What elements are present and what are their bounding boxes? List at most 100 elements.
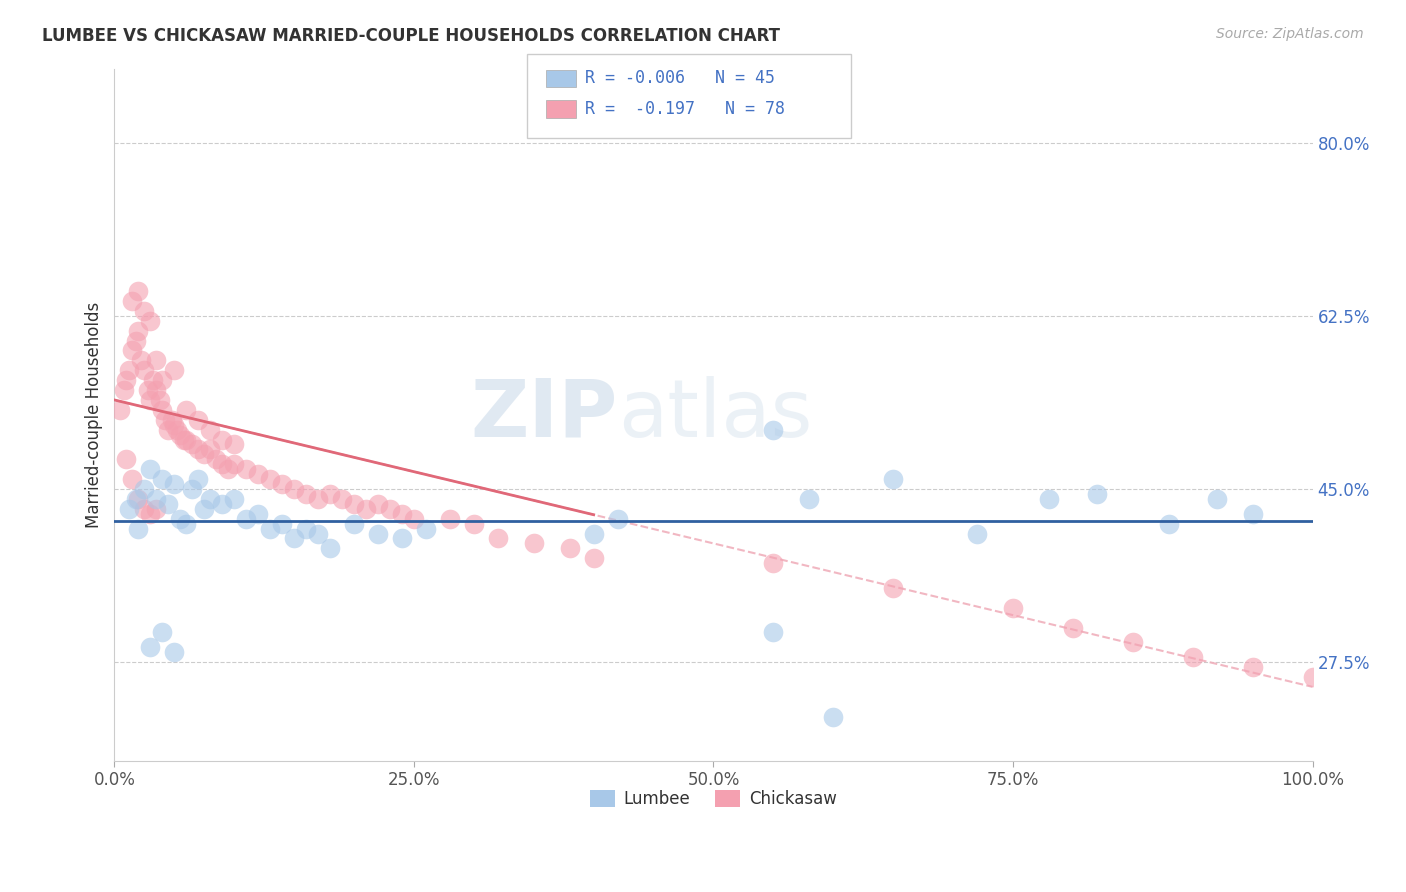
Point — [139, 462, 162, 476]
Point — [1205, 491, 1227, 506]
Point — [193, 501, 215, 516]
Point — [762, 625, 785, 640]
Point — [187, 413, 209, 427]
Point — [247, 507, 270, 521]
Point — [211, 457, 233, 471]
Point — [486, 532, 509, 546]
Point — [606, 511, 628, 525]
Point — [176, 433, 198, 447]
Legend: Lumbee, Chickasaw: Lumbee, Chickasaw — [583, 783, 844, 815]
Point — [157, 497, 180, 511]
Point — [966, 526, 988, 541]
Point — [163, 477, 186, 491]
Point — [415, 522, 437, 536]
Point — [1038, 491, 1060, 506]
Point — [176, 402, 198, 417]
Point — [205, 452, 228, 467]
Text: Source: ZipAtlas.com: Source: ZipAtlas.com — [1216, 27, 1364, 41]
Point — [402, 511, 425, 525]
Point — [125, 334, 148, 348]
Point — [150, 625, 173, 640]
Point — [558, 541, 581, 556]
Point — [115, 373, 138, 387]
Text: atlas: atlas — [617, 376, 813, 454]
Point — [224, 457, 246, 471]
Point — [176, 516, 198, 531]
Point — [882, 472, 904, 486]
Text: R =  -0.197   N = 78: R = -0.197 N = 78 — [585, 100, 785, 118]
Point — [134, 482, 156, 496]
Point — [523, 536, 546, 550]
Point — [173, 433, 195, 447]
Point — [181, 482, 204, 496]
Point — [235, 511, 257, 525]
Point — [110, 402, 132, 417]
Point — [166, 423, 188, 437]
Point — [118, 501, 141, 516]
Point — [1241, 660, 1264, 674]
Point — [139, 314, 162, 328]
Point — [139, 640, 162, 655]
Point — [762, 556, 785, 570]
Point — [307, 526, 329, 541]
Point — [127, 284, 149, 298]
Point — [367, 497, 389, 511]
Point — [145, 353, 167, 368]
Point — [145, 501, 167, 516]
Point — [367, 526, 389, 541]
Point — [121, 472, 143, 486]
Point — [1085, 487, 1108, 501]
Point — [463, 516, 485, 531]
Point — [200, 491, 222, 506]
Point — [134, 501, 156, 516]
Point — [193, 447, 215, 461]
Point — [139, 392, 162, 407]
Point — [295, 522, 318, 536]
Point — [200, 423, 222, 437]
Point — [217, 462, 239, 476]
Point — [283, 532, 305, 546]
Point — [118, 363, 141, 377]
Text: LUMBEE VS CHICKASAW MARRIED-COUPLE HOUSEHOLDS CORRELATION CHART: LUMBEE VS CHICKASAW MARRIED-COUPLE HOUSE… — [42, 27, 780, 45]
Point — [1157, 516, 1180, 531]
Point — [211, 433, 233, 447]
Point — [319, 487, 342, 501]
Point — [142, 373, 165, 387]
Point — [259, 522, 281, 536]
Point — [439, 511, 461, 525]
Point — [125, 491, 148, 506]
Point — [187, 472, 209, 486]
Point — [224, 491, 246, 506]
Point — [271, 516, 294, 531]
Point — [145, 383, 167, 397]
Point — [149, 392, 172, 407]
Point — [271, 477, 294, 491]
Point — [1122, 635, 1144, 649]
Point — [259, 472, 281, 486]
Point — [330, 491, 353, 506]
Point — [295, 487, 318, 501]
Point — [799, 491, 821, 506]
Point — [150, 472, 173, 486]
Point — [224, 437, 246, 451]
Point — [153, 413, 176, 427]
Text: ZIP: ZIP — [471, 376, 617, 454]
Point — [181, 437, 204, 451]
Point — [1302, 670, 1324, 684]
Text: R = -0.006   N = 45: R = -0.006 N = 45 — [585, 70, 775, 87]
Point — [200, 442, 222, 457]
Point — [121, 293, 143, 308]
Point — [139, 507, 162, 521]
Point — [169, 511, 191, 525]
Point — [115, 452, 138, 467]
Point — [1181, 650, 1204, 665]
Point — [187, 442, 209, 457]
Point — [163, 417, 186, 432]
Point — [1062, 620, 1084, 634]
Point — [121, 343, 143, 358]
Point — [882, 581, 904, 595]
Point — [157, 423, 180, 437]
Point — [823, 709, 845, 723]
Point — [354, 501, 377, 516]
Point — [127, 324, 149, 338]
